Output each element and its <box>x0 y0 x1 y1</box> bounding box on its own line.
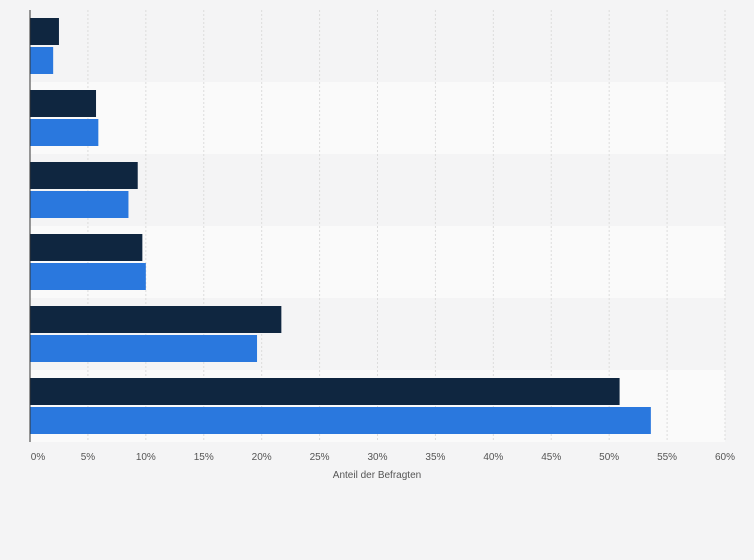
x-tick-label: 0% <box>31 452 46 463</box>
bar-series-1[interactable] <box>30 234 143 261</box>
bar-series-2[interactable] <box>30 407 651 434</box>
bar-series-1[interactable] <box>30 18 59 45</box>
x-axis-label: Anteil der Befragten <box>333 470 421 481</box>
bar-series-2[interactable] <box>30 191 129 218</box>
bar-series-1[interactable] <box>30 162 138 189</box>
bar-series-2[interactable] <box>30 263 146 290</box>
bar-series-1[interactable] <box>30 378 620 405</box>
bar-series-2[interactable] <box>30 47 54 74</box>
x-tick-label: 15% <box>194 452 214 463</box>
gridlines <box>87 10 726 442</box>
bar-series-2[interactable] <box>30 335 258 362</box>
x-tick-label: 20% <box>252 452 272 463</box>
x-tick-label: 30% <box>367 452 387 463</box>
x-tick-label: 10% <box>136 452 156 463</box>
x-tick-label: 25% <box>310 452 330 463</box>
x-tick-labels: 0% 5% 10% 15% 20% 25% 30% 35% 40% 45% 50% 55% 60% <box>31 452 735 463</box>
bar-series-1[interactable] <box>30 306 282 333</box>
x-tick-label: 35% <box>425 452 445 463</box>
x-tick-label: 60% <box>715 452 735 463</box>
x-tick-label: 55% <box>657 452 677 463</box>
bar-series-2[interactable] <box>30 119 99 146</box>
x-tick-label: 5% <box>81 452 96 463</box>
x-tick-label: 40% <box>483 452 503 463</box>
bar-series-1[interactable] <box>30 90 97 117</box>
bars <box>30 18 651 434</box>
x-tick-label: 45% <box>541 452 561 463</box>
x-tick-label: 50% <box>599 452 619 463</box>
